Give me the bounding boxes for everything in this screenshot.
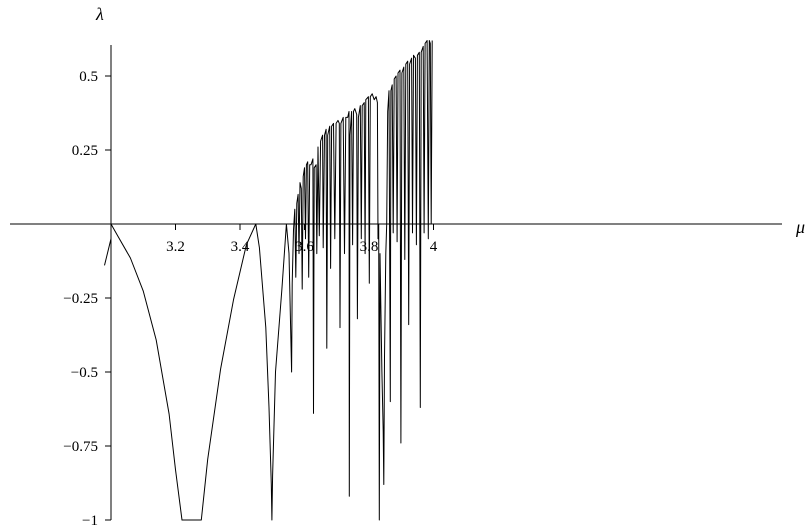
y-tick-label: −1 (82, 513, 98, 529)
tick-labels: 3.2 3.4 3.6 3.8 40.50.25−0.25−0.5−0.75−1 (63, 69, 437, 529)
y-tick-label: 0.25 (72, 143, 98, 159)
x-tick-label: 3.2 (166, 239, 185, 255)
y-tick-label: −0.5 (71, 365, 98, 381)
x-tick-label: 3.6 (295, 239, 314, 255)
y-tick-label: −0.25 (63, 291, 98, 307)
series-line (104, 40, 433, 521)
x-axis-label: μ (795, 217, 805, 237)
y-tick-label: 0.5 (79, 69, 98, 85)
series-group (104, 40, 433, 521)
x-tick-label: 4 (430, 239, 438, 255)
x-tick-label: 3.4 (231, 239, 250, 255)
axes (10, 45, 782, 520)
y-axis-label: λ (95, 4, 104, 24)
y-tick-label: −0.75 (63, 439, 98, 455)
